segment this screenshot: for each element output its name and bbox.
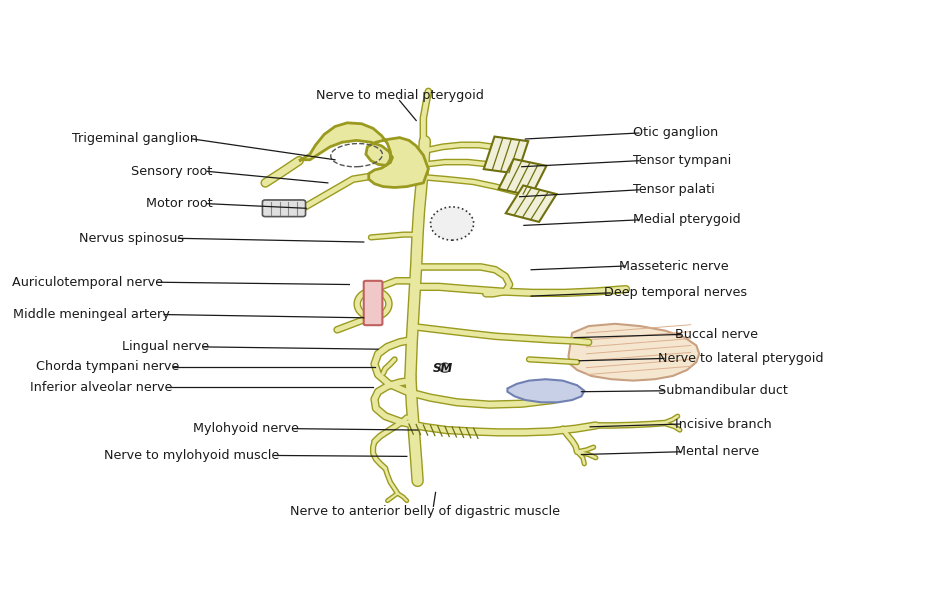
Text: Submandibular duct: Submandibular duct	[658, 384, 788, 397]
Text: Inferior alveolar nerve: Inferior alveolar nerve	[30, 380, 171, 394]
Text: Trigeminal ganglion: Trigeminal ganglion	[72, 133, 198, 145]
Text: SM: SM	[433, 362, 453, 375]
Ellipse shape	[439, 363, 451, 372]
Polygon shape	[506, 185, 556, 222]
Text: Mental nerve: Mental nerve	[675, 445, 759, 458]
Text: Masseteric nerve: Masseteric nerve	[619, 260, 729, 272]
Text: Tensor tympani: Tensor tympani	[633, 154, 731, 167]
Text: Nerve to anterior belly of digastric muscle: Nerve to anterior belly of digastric mus…	[290, 505, 560, 518]
Text: Nervus spinosus: Nervus spinosus	[79, 232, 184, 245]
Polygon shape	[484, 137, 528, 174]
Text: Buccal nerve: Buccal nerve	[675, 328, 757, 341]
Text: Middle meningeal artery: Middle meningeal artery	[13, 308, 170, 321]
Text: Lingual nerve: Lingual nerve	[122, 340, 210, 353]
Text: Motor root: Motor root	[146, 197, 213, 210]
Text: Nerve to lateral pterygoid: Nerve to lateral pterygoid	[658, 352, 824, 365]
Text: Medial pterygoid: Medial pterygoid	[633, 214, 741, 226]
Polygon shape	[507, 379, 584, 403]
FancyBboxPatch shape	[363, 281, 383, 325]
Text: Mylohyoid nerve: Mylohyoid nerve	[193, 422, 299, 435]
Text: Nerve to mylohyoid muscle: Nerve to mylohyoid muscle	[105, 449, 280, 462]
Text: Sensory root: Sensory root	[132, 165, 213, 178]
Text: Nerve to medial pterygoid: Nerve to medial pterygoid	[316, 89, 484, 101]
Text: Otic ganglion: Otic ganglion	[633, 127, 718, 139]
Polygon shape	[568, 324, 699, 380]
Text: Tensor palati: Tensor palati	[633, 184, 715, 196]
Polygon shape	[299, 123, 428, 187]
Text: Chorda tympani nerve: Chorda tympani nerve	[36, 360, 179, 373]
Text: Deep temporal nerves: Deep temporal nerves	[604, 286, 747, 299]
Text: Incisive branch: Incisive branch	[675, 418, 771, 431]
Polygon shape	[499, 159, 546, 196]
Text: Auriculotemporal nerve: Auriculotemporal nerve	[11, 276, 162, 289]
Ellipse shape	[430, 207, 474, 240]
FancyBboxPatch shape	[262, 200, 306, 217]
